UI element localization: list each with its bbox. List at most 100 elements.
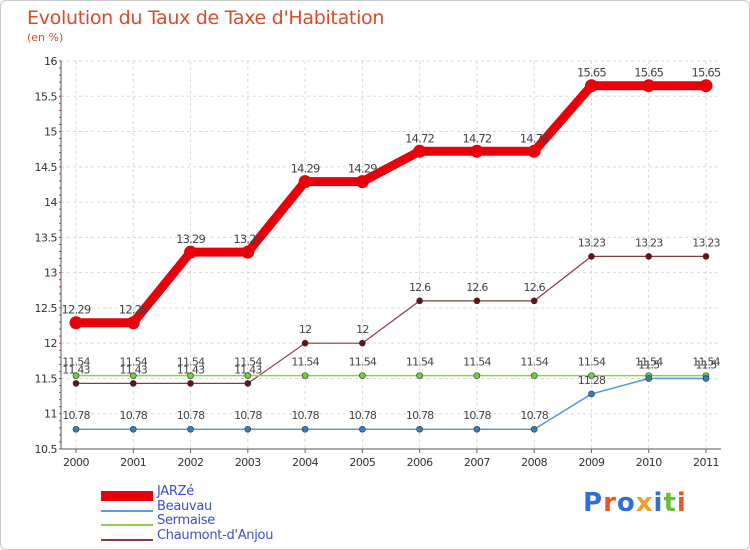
data-point-beauvau [588,390,595,398]
y-tick-label: 16 [44,55,57,68]
series-line-beauvau [75,377,707,431]
data-point-chaumont-d-anjou [588,253,595,260]
legend-swatch-jarze [101,491,153,501]
legend-label-sermaise: Sermaise [157,513,215,528]
data-label-sermaise: 11.54 [62,356,90,369]
data-point-sermaise [187,372,194,379]
data-point-beauvau [473,425,481,433]
y-axis-unit-label: (en %) [27,31,64,44]
y-tick-label: 13.5 [35,231,58,244]
data-point-sermaise [129,372,137,379]
data-point-jarz [184,245,198,259]
data-point-jarz [642,79,656,93]
data-point-jarz [69,316,83,330]
data-label-beauvau: 10.78 [349,409,377,422]
data-label-jarz: 14.29 [291,162,320,176]
legend-swatch-chaumont-d-anjou [101,538,153,541]
data-point-sermaise [301,372,309,379]
data-label-chaumont-d-anjou: 13.23 [578,236,606,249]
x-tick-label: 2005 [349,456,375,469]
data-label-beauvau: 11.28 [578,374,606,387]
data-label-jarz: 14.29 [348,162,377,176]
y-tick-label: 15.5 [35,90,58,103]
data-point-jarz [527,144,541,158]
data-point-chaumont-d-anjou [473,297,481,305]
logo-letter: i [653,488,664,518]
data-label-chaumont-d-anjou: 12.6 [524,281,546,294]
data-point-chaumont-d-anjou [301,339,309,347]
y-tick-label: 15 [44,126,57,139]
data-point-jarz [413,144,427,158]
data-label-sermaise: 11.54 [349,356,377,369]
legend-item-beauvau: Beauvau [101,499,361,515]
data-point-chaumont-d-anjou [416,297,423,305]
data-label-sermaise: 11.54 [120,356,148,369]
data-point-chaumont-d-anjou [244,380,252,387]
y-tick-label: 13 [44,267,57,280]
data-point-jarz [241,245,255,259]
data-label-sermaise: 11.54 [635,356,663,369]
logo-letter: i [676,488,687,518]
data-label-beauvau: 10.78 [463,409,491,422]
data-point-jarz [355,175,369,189]
data-label-jarz: 12.29 [62,303,91,317]
data-point-sermaise [473,372,481,379]
data-point-jarz [470,144,484,158]
data-label-beauvau: 10.78 [120,409,148,422]
logo-letter: o [616,488,636,518]
legend-item-sermaise: Sermaise [101,513,361,529]
proxiti-logo: Proxiti [583,488,687,518]
x-tick-label: 2011 [693,456,719,469]
data-label-jarz: 14.72 [520,131,549,145]
data-point-sermaise [588,372,595,379]
logo-letter: P [583,488,604,518]
data-point-sermaise [72,372,80,379]
data-label-jarz: 13.29 [176,232,205,246]
data-label-chaumont-d-anjou: 13.23 [692,236,720,249]
y-tick-label: 11 [44,408,57,421]
x-tick-label: 2010 [636,456,662,469]
axes: 10.5 11 11.5 12 12.5 13 13.5 14 14.5 15 15.5 16 2000… [35,55,721,469]
data-label-jarz: 14.72 [405,131,434,145]
data-label-beauvau: 10.78 [177,409,205,422]
data-label-sermaise: 11.54 [463,356,491,369]
gridlines [61,60,721,450]
data-point-sermaise [244,372,252,379]
data-label-beauvau: 10.78 [291,409,319,422]
data-label-chaumont-d-anjou: 11.43 [120,363,148,376]
data-point-sermaise [416,372,423,379]
x-tick-label: 2000 [63,456,89,469]
data-point-sermaise [359,372,366,379]
data-label-beauvau: 10.78 [406,409,434,422]
data-label-sermaise: 11.54 [291,356,319,369]
data-label-chaumont-d-anjou: 11.43 [177,363,205,376]
legend-swatch-sermaise [101,524,153,526]
series-line-jarz [71,81,711,328]
data-point-chaumont-d-anjou [187,380,194,387]
x-tick-label: 2007 [464,456,490,469]
data-point-beauvau [129,425,137,433]
data-label-chaumont-d-anjou: 11.43 [234,363,262,376]
x-tick-label: 2008 [521,456,547,469]
x-tick-label: 2003 [235,456,261,469]
data-point-chaumont-d-anjou [530,297,538,305]
data-label-chaumont-d-anjou: 12 [356,323,368,336]
data-label-chaumont-d-anjou: 11.43 [62,363,90,376]
data-point-jarz [699,79,713,93]
data-label-sermaise: 11.54 [692,356,720,369]
data-label-jarz: 15.65 [634,66,663,80]
data-label-chaumont-d-anjou: 12.6 [466,281,488,294]
data-label-sermaise: 11.54 [406,356,434,369]
data-point-beauvau [416,425,423,433]
data-label-chaumont-d-anjou: 12 [299,323,311,336]
series-line-chaumont-d-anjou [75,255,707,384]
data-point-beauvau [244,425,252,433]
series-lines [69,79,713,433]
x-tick-label: 2001 [120,456,146,469]
data-point-jarz [584,79,598,93]
logo-letter: x [635,488,654,518]
legend-item-chaumont-d-anjou: Chaumont-d'Anjou [101,528,361,544]
legend: JARZé Beauvau Sermaise Chaumont-d'Anjou [101,484,361,544]
